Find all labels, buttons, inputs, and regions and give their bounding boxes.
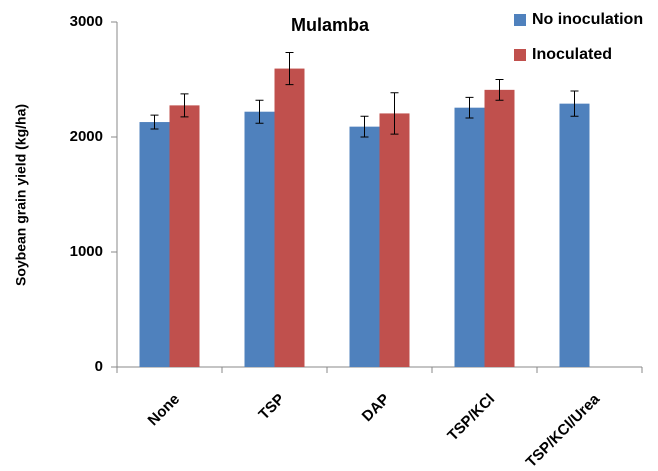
error-bar bbox=[180, 93, 189, 118]
legend-swatch bbox=[514, 49, 526, 61]
legend-label: No inoculation bbox=[532, 11, 643, 28]
y-tick-label: 2000 bbox=[70, 128, 103, 145]
x-tick-label: DAP bbox=[359, 391, 393, 425]
error-bar bbox=[255, 99, 264, 124]
y-tick-label: 3000 bbox=[70, 13, 103, 30]
bar bbox=[559, 103, 590, 368]
error-bar bbox=[570, 90, 579, 117]
y-tick-label: 0 bbox=[95, 358, 103, 375]
bar bbox=[484, 89, 515, 367]
bar bbox=[274, 68, 305, 367]
error-bar bbox=[495, 79, 504, 101]
bar bbox=[244, 111, 275, 367]
error-bar bbox=[360, 115, 369, 138]
error-bar bbox=[285, 51, 294, 86]
error-bar bbox=[390, 92, 399, 135]
bar bbox=[139, 122, 170, 367]
x-tick-label: TSP/KCl/Urea bbox=[523, 390, 604, 471]
x-tick-label: TSP bbox=[255, 391, 288, 424]
y-tick-label: 1000 bbox=[70, 243, 103, 260]
y-axis-label: Soybean grain yield (kg/ha) bbox=[13, 104, 29, 286]
chart-title: Mulamba bbox=[291, 15, 370, 35]
bar bbox=[379, 113, 410, 367]
bar bbox=[169, 105, 200, 367]
error-bar bbox=[465, 96, 474, 119]
x-tick-label: None bbox=[145, 391, 184, 430]
legend-swatch bbox=[514, 14, 526, 26]
bar bbox=[454, 107, 485, 368]
bar bbox=[349, 126, 380, 368]
error-bar bbox=[150, 114, 159, 130]
legend-label: Inoculated bbox=[532, 46, 612, 63]
x-tick-label: TSP/KCl bbox=[444, 391, 498, 445]
